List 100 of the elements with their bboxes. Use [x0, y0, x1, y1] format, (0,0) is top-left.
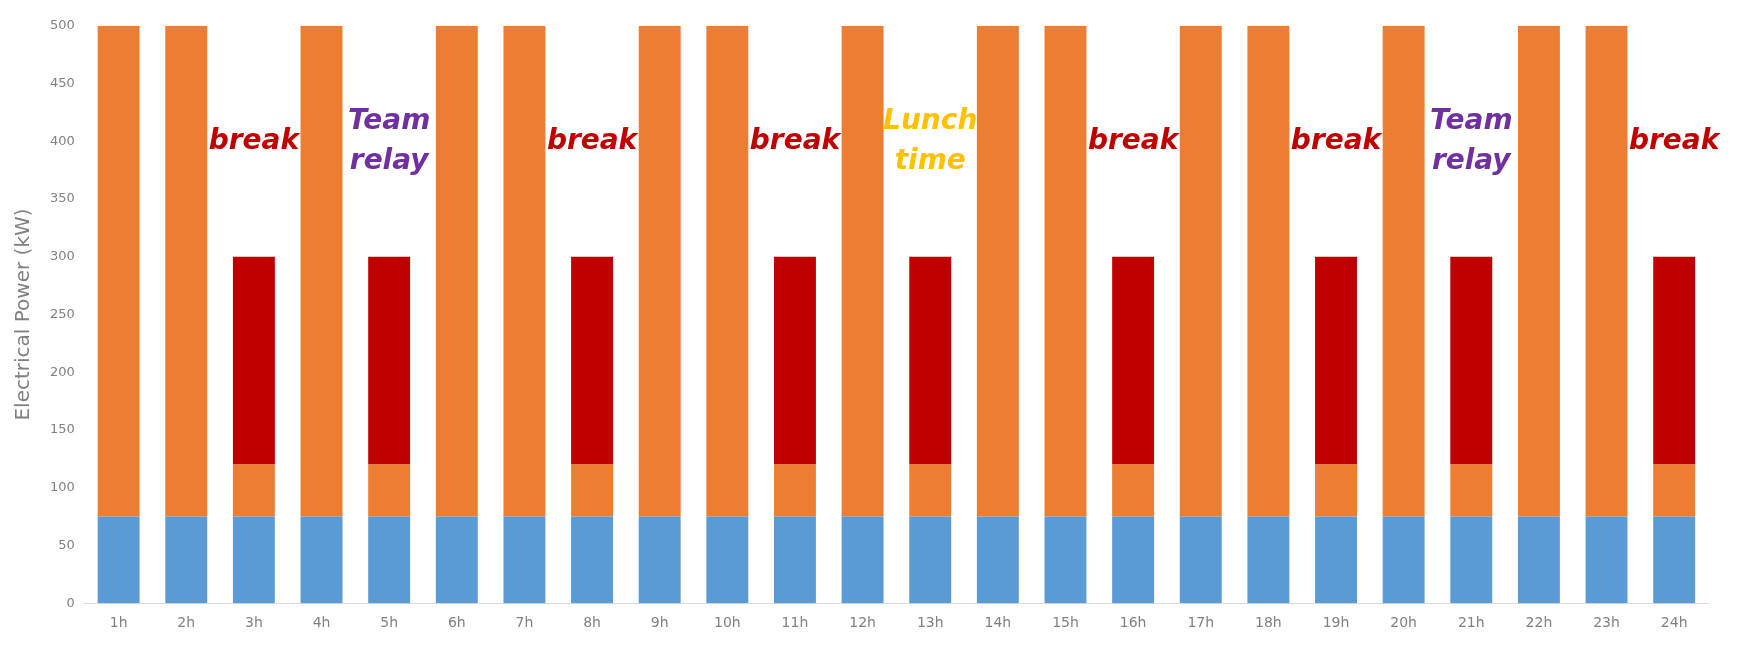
x-tick-label: 10h	[713, 614, 741, 631]
bar	[1179, 516, 1222, 604]
bar	[1585, 516, 1628, 604]
y-tick-label: 350	[49, 190, 75, 206]
x-tick-label: 1h	[109, 614, 128, 631]
bar	[435, 516, 478, 604]
bar	[368, 464, 411, 517]
x-tick-label: 6h	[447, 614, 466, 631]
annotation: break	[1629, 122, 1722, 156]
bar	[165, 516, 208, 604]
y-tick-label: 400	[49, 132, 75, 148]
annotation: break	[546, 122, 640, 156]
x-tick-label: 24h	[1660, 614, 1688, 631]
bar	[232, 256, 275, 465]
bar	[1247, 516, 1290, 604]
bar	[1315, 256, 1357, 465]
y-tick-label: 150	[49, 421, 75, 437]
x-tick-label: 18h	[1255, 614, 1282, 631]
bar	[1044, 25, 1087, 517]
bar	[976, 516, 1019, 604]
x-tick-label: 3h	[245, 614, 263, 631]
x-tick-label: 15h	[1052, 614, 1079, 631]
x-tick-label: 12h	[849, 614, 876, 631]
y-tick-label: 100	[49, 479, 75, 495]
y-tick-label: 250	[49, 305, 75, 321]
annotation: break	[749, 122, 843, 156]
bar	[1382, 25, 1425, 517]
bar	[1653, 516, 1696, 604]
x-tick-label: 14h	[984, 614, 1012, 631]
bar	[1517, 25, 1560, 517]
bar	[841, 516, 884, 604]
x-tick-label: 23h	[1593, 614, 1620, 631]
y-tick-label: 450	[49, 74, 75, 90]
bar	[909, 256, 952, 465]
annotation: break	[1087, 122, 1181, 156]
bar	[97, 25, 140, 517]
x-tick-label: 4h	[312, 614, 331, 631]
bar	[1247, 25, 1290, 517]
bar	[571, 516, 614, 604]
bar	[435, 25, 478, 517]
bar	[1450, 464, 1493, 517]
x-tick-label: 2h	[177, 614, 196, 631]
annotation: Team relay	[1430, 102, 1513, 176]
bar	[773, 464, 816, 517]
y-tick-label: 50	[58, 536, 75, 552]
bar	[300, 25, 343, 517]
y-axis-title: Electrical Power (kW)	[10, 208, 35, 421]
bar	[1450, 516, 1493, 604]
bar	[1653, 256, 1696, 465]
bar	[503, 25, 546, 517]
x-tick-label: 19h	[1322, 614, 1350, 631]
bar	[232, 464, 275, 517]
bar	[571, 256, 614, 465]
bar	[1450, 256, 1493, 465]
bar	[232, 516, 275, 604]
x-tick-label: 11h	[781, 614, 809, 631]
bar	[571, 464, 614, 517]
x-tick-label: 8h	[583, 614, 601, 631]
bar	[368, 516, 411, 604]
y-tick-label: 0	[66, 594, 75, 610]
bar	[1585, 25, 1628, 517]
bar	[909, 464, 952, 517]
bar	[638, 516, 681, 604]
annotation: break	[208, 122, 302, 156]
x-tick-label: 5h	[380, 614, 399, 631]
bar	[300, 516, 343, 604]
bar	[1517, 516, 1560, 604]
bar	[773, 516, 816, 604]
bar	[1653, 464, 1696, 517]
bar	[503, 516, 546, 604]
bar	[1179, 25, 1222, 517]
annotation: Team relay	[347, 102, 431, 176]
bar	[773, 256, 816, 465]
bar	[1382, 516, 1425, 604]
bar	[976, 25, 1019, 517]
bar	[1315, 464, 1357, 517]
y-tick-label: 300	[49, 248, 75, 264]
bar	[368, 256, 411, 465]
y-tick-label: 200	[49, 363, 75, 379]
bar	[909, 516, 952, 604]
bar	[706, 25, 749, 517]
bar	[1044, 516, 1087, 604]
x-tick-label: 7h	[515, 614, 534, 631]
x-tick-label: 13h	[916, 614, 944, 631]
x-tick-label: 9h	[650, 614, 669, 631]
annotation: Lunch time	[883, 102, 978, 176]
x-tick-label: 21h	[1457, 614, 1485, 631]
x-tick-label: 20h	[1390, 614, 1417, 631]
bar	[1112, 516, 1155, 604]
bar	[1112, 464, 1155, 517]
bar	[97, 516, 140, 604]
x-tick-label: 22h	[1525, 614, 1553, 631]
bar	[638, 25, 681, 517]
bar	[165, 25, 208, 517]
x-tick-label: 17h	[1187, 614, 1215, 631]
y-tick-label: 500	[49, 17, 75, 33]
bar	[706, 516, 749, 604]
bar	[1112, 256, 1155, 465]
bar	[841, 25, 884, 517]
annotation: break	[1290, 122, 1384, 156]
